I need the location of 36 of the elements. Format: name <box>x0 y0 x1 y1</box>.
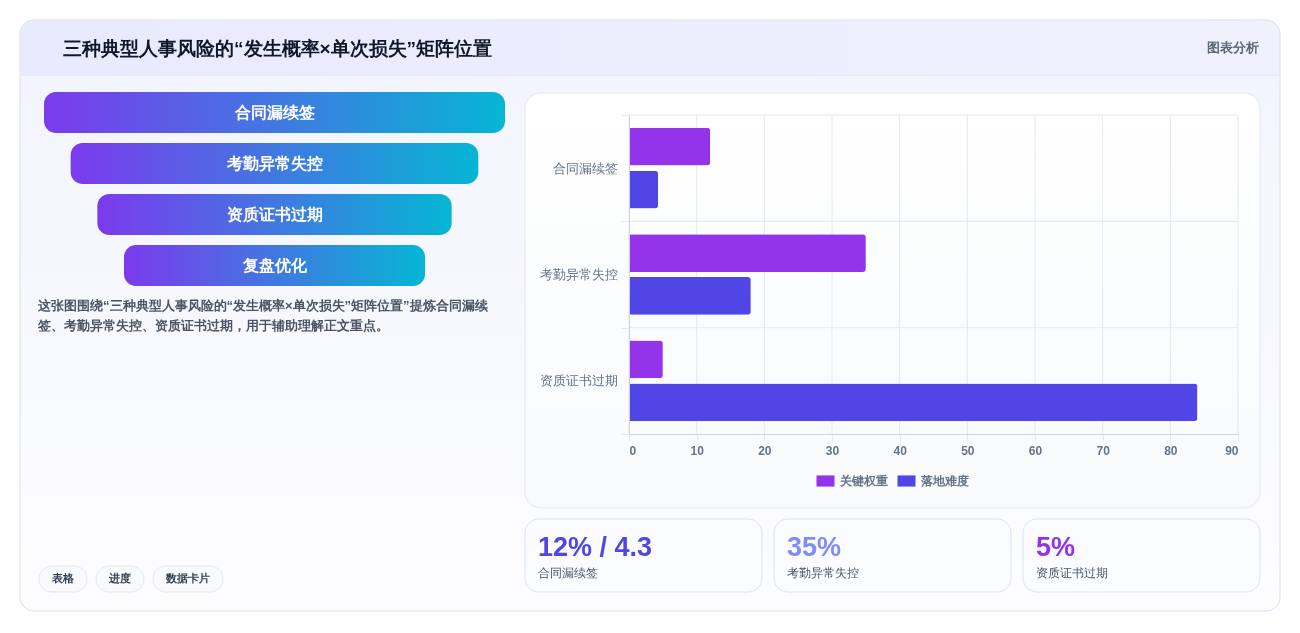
y-tick-label: 考勤异常失控 <box>539 268 618 282</box>
x-tick-label: 90 <box>1225 443 1239 458</box>
bar <box>629 340 663 379</box>
text: 这张图围绕“三种典型人事风险的“发生概率×单次损失”矩阵位置”提炼合同漏续签、考勤异常失控、资质证书过期，用于辅助理解正文重点。 <box>37 298 489 333</box>
text: 资质证书过期 <box>1036 566 1108 580</box>
legend-label: 落地难度 <box>919 474 969 488</box>
x-tick-label: 70 <box>1096 443 1111 458</box>
x-tick-label: 0 <box>629 443 637 458</box>
bar <box>629 234 866 272</box>
x-tick-label: 80 <box>1164 443 1178 458</box>
text: 表格 <box>51 572 75 584</box>
text: 考勤异常失控 <box>787 566 859 580</box>
text: 数据卡片 <box>165 572 210 584</box>
y-tick-label: 合同漏续签 <box>552 161 618 176</box>
text: 三种典型人事风险的“发生概率×单次损失”矩阵位置 <box>63 38 493 59</box>
category-label: 资质证书过期 <box>226 206 323 223</box>
x-tick-label: 30 <box>825 443 840 458</box>
x-tick-label: 50 <box>961 443 975 458</box>
text: 图表分析 <box>1207 41 1259 55</box>
bar <box>629 383 1198 422</box>
text: 35% <box>787 532 842 562</box>
x-tick-label: 20 <box>758 443 772 458</box>
x-tick-label: 10 <box>690 443 705 458</box>
y-tick-label: 资质证书过期 <box>539 374 618 389</box>
text: 5% <box>1036 532 1076 562</box>
legend-label: 关键权重 <box>838 474 888 488</box>
x-tick-label: 40 <box>893 443 908 458</box>
text: 12% / 4.3 <box>538 532 653 562</box>
bar <box>629 170 659 209</box>
bar <box>629 127 711 166</box>
category-label: 复盘优化 <box>241 257 308 274</box>
text: 进度 <box>108 572 131 584</box>
category-label: 合同漏续签 <box>233 104 315 121</box>
bar <box>629 277 751 315</box>
x-tick-label: 60 <box>1028 443 1043 458</box>
category-label: 考勤异常失控 <box>225 155 323 172</box>
